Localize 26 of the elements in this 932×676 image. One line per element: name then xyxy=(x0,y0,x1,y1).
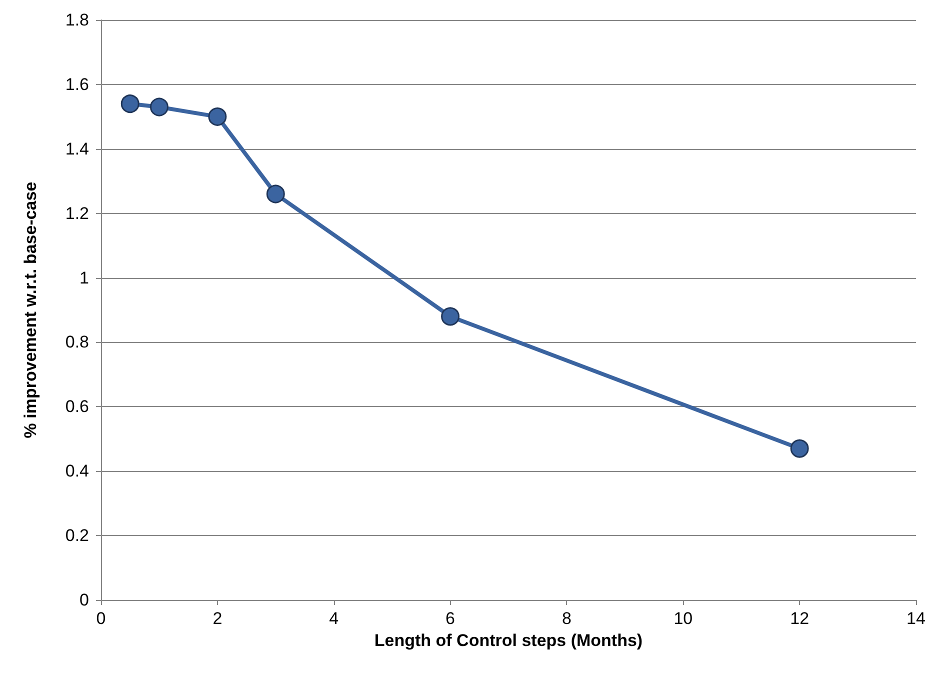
x-tick-label: 4 xyxy=(329,609,339,628)
x-tick-label: 2 xyxy=(212,609,222,628)
point xyxy=(120,94,140,114)
x-tick-label: 12 xyxy=(790,609,810,628)
y-axis-title: % improvement w.r.t. base-case xyxy=(21,182,40,438)
point xyxy=(441,307,460,326)
y-tick-label: 1.2 xyxy=(65,204,89,223)
x-tick-label: 8 xyxy=(562,609,572,628)
x-tick-label: 6 xyxy=(446,609,456,628)
point xyxy=(790,439,809,458)
y-tick-label: 1.6 xyxy=(65,74,89,94)
y-tick-label: 1 xyxy=(80,268,89,288)
x-tick-label: 0 xyxy=(96,609,106,628)
point xyxy=(266,184,285,204)
x-tick-label: 14 xyxy=(906,609,926,628)
y-tick-label: 0.4 xyxy=(65,462,89,481)
point xyxy=(208,107,227,126)
x-tick-label: 10 xyxy=(674,609,693,628)
y-tick-label: 1.4 xyxy=(65,139,89,158)
y-tick-label: 1.8 xyxy=(65,10,89,30)
x-axis-title: Length of Control steps (Months) xyxy=(374,630,643,650)
point xyxy=(150,98,168,116)
y-tick-label: 0 xyxy=(80,590,89,610)
y-tick-label: 0.8 xyxy=(65,332,89,352)
y-tick-label: 0.6 xyxy=(65,397,89,416)
y-tick-label: 0.2 xyxy=(65,526,89,546)
